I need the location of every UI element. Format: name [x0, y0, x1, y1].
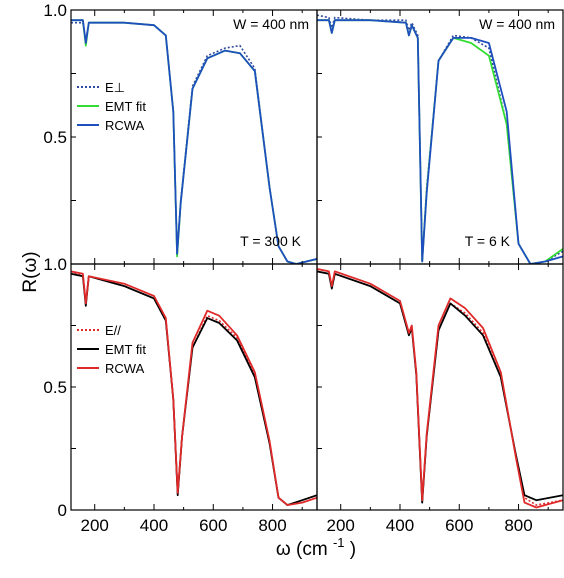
y-tick-label: 0	[58, 501, 67, 520]
panel-annotation: W = 400 nm	[233, 16, 309, 32]
x-tick-label: 200	[327, 516, 355, 535]
plot-layer: 1.0 0.5 W = 400 nm T = 300 K E⊥ EMT fit RCWA W …	[43, 1, 564, 535]
y-tick-label: 1.0	[43, 255, 67, 274]
x-tick-label: 800	[258, 516, 286, 535]
x-axis-title-sup: -1	[333, 535, 345, 550]
legend: E⊥ EMT fit RCWA	[77, 80, 146, 133]
series-line-3	[71, 19, 317, 264]
y-tick-label: 0.5	[43, 378, 67, 397]
legend-entry: E//	[105, 323, 121, 338]
series-line-1	[317, 270, 563, 506]
series-line-2	[71, 19, 317, 264]
x-tick-label: 600	[445, 516, 473, 535]
series-group	[71, 270, 317, 506]
legend-entry: RCWA	[105, 361, 145, 376]
panel-annotation: W = 400 nm	[479, 16, 555, 32]
y-tick-label: 1.0	[43, 1, 67, 20]
panel-frame	[316, 9, 564, 265]
series-line-1	[71, 270, 317, 506]
series-group	[71, 19, 317, 264]
series-group	[317, 14, 563, 264]
series-group	[317, 268, 563, 509]
panel-top-left: 1.0 0.5 W = 400 nm T = 300 K E⊥ EMT fit RCWA	[43, 1, 318, 265]
panel-frame	[70, 263, 318, 511]
series-line-3	[317, 268, 563, 509]
series-line-3	[71, 270, 317, 506]
series-line-1	[71, 21, 317, 264]
panel-annotation: T = 6 K	[465, 233, 511, 249]
legend: E// EMT fit RCWA	[77, 323, 146, 376]
legend-entry: RCWA	[105, 118, 145, 133]
x-tick-label: 800	[504, 516, 532, 535]
x-axis-title-main: ω (cm	[276, 539, 328, 560]
x-tick-label: 200	[81, 516, 109, 535]
y-tick-label: 0.5	[43, 128, 67, 147]
panel-frame	[316, 263, 564, 511]
panel-top-right: W = 400 nm T = 6 K	[316, 9, 564, 265]
series-line-1	[317, 14, 563, 264]
series-line-3	[317, 19, 563, 264]
series-line-2	[71, 272, 317, 506]
legend-entry: EMT fit	[105, 342, 146, 357]
x-tick-label: 400	[140, 516, 168, 535]
x-tick-label: 400	[386, 516, 414, 535]
panel-bottom-right: 200 400 600 800	[316, 263, 564, 535]
panel-frame	[70, 9, 318, 265]
y-axis-title: R(ω)	[20, 251, 41, 292]
panel-bottom-left: 1.0 0.5 0 200 400 600 800 E// EMT fit RCWA	[43, 255, 318, 535]
legend-entry: EMT fit	[105, 99, 146, 114]
x-axis-title: ω (cm -1 )	[276, 531, 356, 560]
legend-entry: E⊥	[105, 80, 125, 95]
panel-annotation: T = 300 K	[240, 233, 302, 249]
series-line-2	[317, 270, 563, 504]
x-tick-label: 600	[199, 516, 227, 535]
x-axis-title-close: )	[350, 539, 356, 560]
